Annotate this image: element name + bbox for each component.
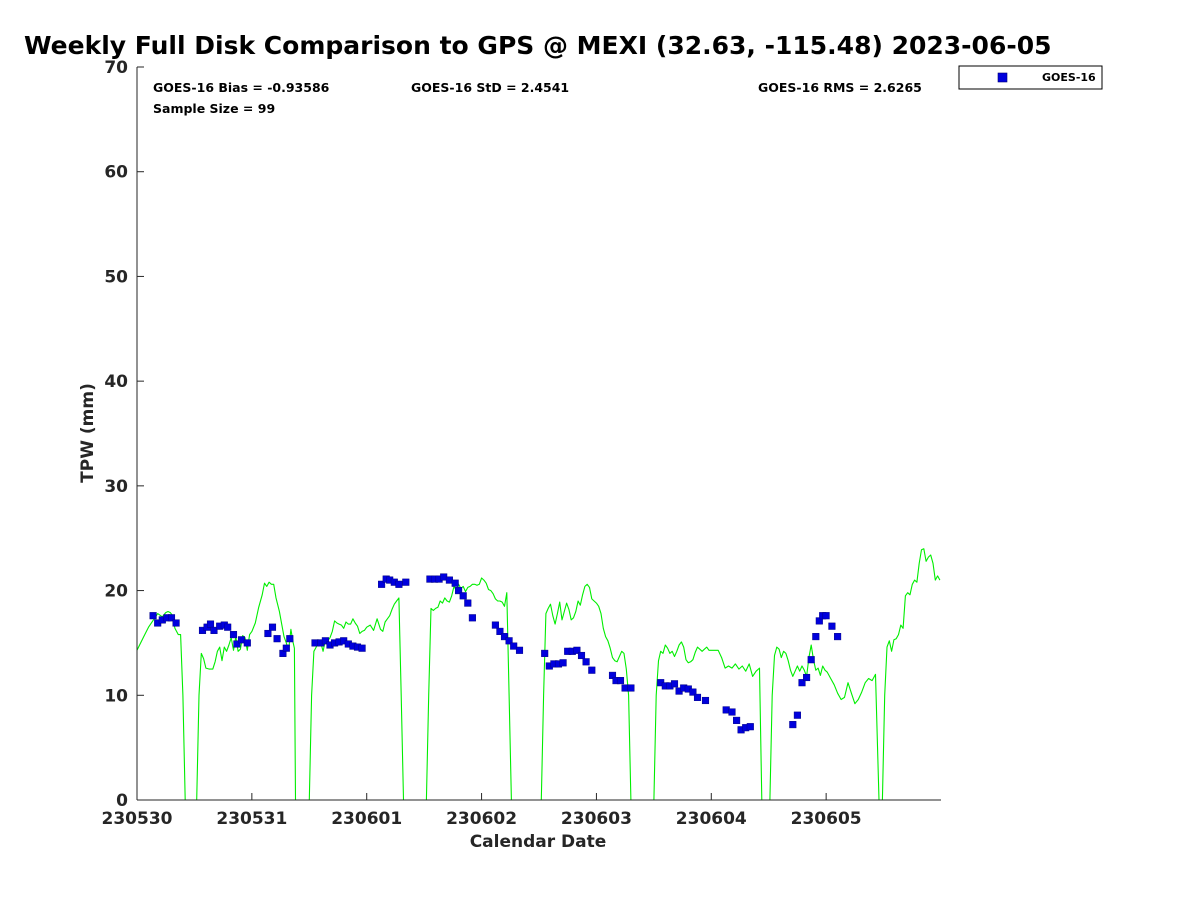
goes-16-point (828, 622, 836, 630)
x-tick-label: 230602 (446, 809, 517, 829)
goes-16-point (803, 673, 811, 682)
sample-size-stat: Sample Size = 99 (153, 101, 275, 116)
goes-16-point (395, 580, 403, 588)
goes-16-point (793, 711, 801, 719)
goes-16-point (693, 693, 702, 701)
gps-line-segment (881, 548, 941, 801)
gps-line-segment (136, 610, 186, 801)
gps-line-segment (196, 581, 297, 801)
goes-16-point (822, 612, 830, 620)
gps-line-segment (540, 583, 647, 801)
chart-title: Weekly Full Disk Comparison to GPS @ MEX… (24, 31, 1052, 60)
goes-16-point (812, 633, 820, 641)
goes-16-point (358, 644, 366, 652)
std-stat: GOES-16 StD = 2.4541 (411, 80, 569, 95)
x-tick-label: 230530 (102, 809, 173, 829)
goes-16-point (689, 688, 697, 696)
goes-16-point (500, 633, 509, 641)
y-axis-label: TPW (mm) (78, 383, 98, 483)
gps-line-segment (653, 641, 763, 801)
bias-stat: GOES-16 Bias = -0.93586 (153, 80, 330, 95)
x-axis-label: Calendar Date (470, 832, 607, 852)
goes-16-point (464, 599, 472, 607)
gps-series (136, 548, 941, 801)
y-tick-label: 0 (116, 791, 128, 811)
goes-16-series (149, 573, 842, 734)
goes-16-point (515, 646, 524, 654)
goes-16-point (789, 721, 797, 729)
y-tick-label: 60 (104, 163, 128, 183)
goes-16-point (670, 680, 679, 688)
goes-16-point (273, 635, 281, 643)
goes-16-point (496, 627, 504, 635)
goes-16-point (224, 623, 232, 631)
goes-16-point (233, 640, 241, 648)
goes-16-point (627, 684, 635, 692)
goes-16-point (172, 619, 180, 627)
legend-label-goes-16: GOES-16 (1042, 71, 1096, 84)
y-tick-label: 30 (104, 477, 128, 497)
goes-16-point (510, 642, 518, 650)
x-axis-ticks: 230530 230531 230601 230602 230603 230604 2306… (102, 793, 862, 829)
goes-16-point (834, 633, 842, 641)
goes-16-point (229, 631, 238, 639)
goes-16-point (701, 696, 710, 705)
goes-16-point (807, 656, 815, 664)
goes-16-point (798, 679, 806, 687)
x-tick-label: 230603 (561, 809, 632, 829)
goes-16-point (378, 580, 386, 588)
goes-16-point (559, 659, 567, 667)
x-tick-label: 230604 (676, 809, 747, 829)
y-tick-label: 20 (104, 582, 128, 602)
goes-16-point (577, 651, 586, 660)
gps-line-segment (425, 577, 533, 801)
goes-16-point (468, 614, 476, 622)
goes-16-point (402, 578, 410, 586)
goes-16-point (582, 658, 590, 666)
goes-16-point (268, 623, 277, 631)
y-axis-ticks: 0 10 20 30 40 50 60 70 (104, 58, 144, 811)
x-tick-label: 230605 (791, 809, 862, 829)
goes-16-point (451, 579, 459, 587)
goes-16-point (616, 677, 625, 685)
rms-stat: GOES-16 RMS = 2.6265 (758, 80, 922, 95)
goes-16-point (733, 716, 741, 724)
goes-16-point (491, 621, 499, 629)
goes-16-point (588, 666, 596, 674)
y-tick-label: 10 (104, 686, 128, 706)
goes-16-point (459, 592, 467, 600)
goes-16-point (149, 612, 157, 620)
goes-16-point (505, 637, 513, 645)
x-tick-label: 230531 (216, 809, 287, 829)
gps-line-segment (308, 597, 415, 801)
y-tick-label: 70 (104, 58, 128, 78)
goes-16-point (264, 629, 272, 638)
goes-16-point (728, 708, 736, 716)
goes-16-point (746, 723, 754, 731)
goes-16-point (286, 635, 294, 643)
goes-16-point (573, 646, 581, 654)
goes-16-point (243, 639, 251, 647)
goes-16-point (541, 649, 549, 657)
y-tick-label: 40 (104, 372, 128, 392)
goes-16-point (210, 626, 218, 634)
goes-16-point (282, 644, 290, 652)
goes-16-point (167, 614, 176, 622)
goes-16-point (455, 587, 463, 595)
legend-marker-goes-16 (997, 72, 1008, 83)
goes-16-point (321, 637, 329, 645)
legend-box (958, 65, 1103, 90)
x-tick-label: 230601 (331, 809, 402, 829)
gps-line-segment (769, 644, 880, 801)
y-tick-label: 50 (104, 267, 128, 287)
goes-16-point (206, 620, 215, 628)
